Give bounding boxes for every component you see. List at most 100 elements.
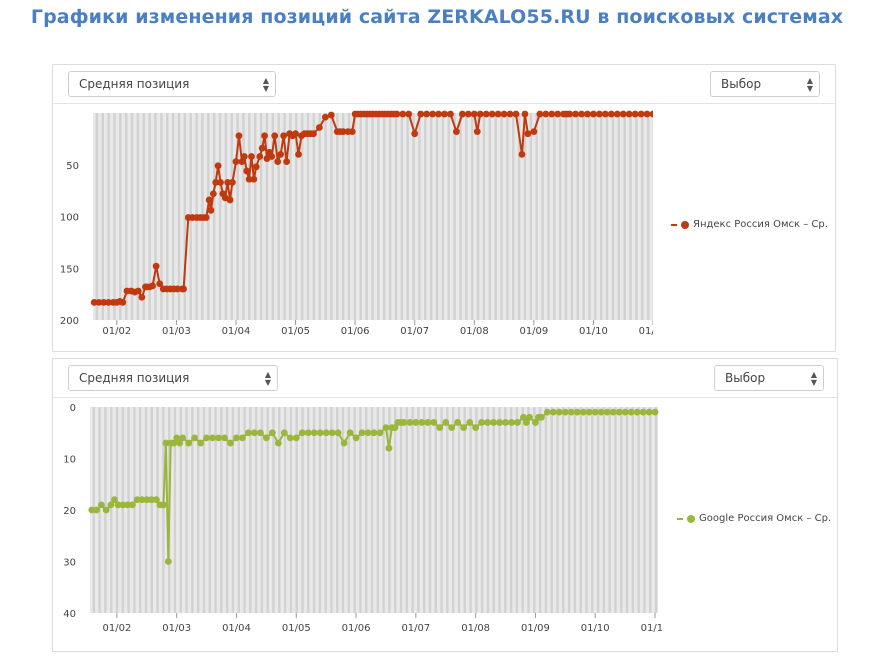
data-point[interactable] [250, 175, 258, 183]
data-point[interactable] [358, 429, 366, 437]
data-point[interactable] [238, 158, 246, 166]
data-point[interactable] [170, 439, 178, 447]
metric-select[interactable]: Средняя позиция ▲ ▼ [68, 365, 278, 391]
data-point[interactable] [406, 419, 414, 426]
data-point[interactable] [119, 501, 127, 509]
data-point[interactable] [549, 408, 557, 416]
data-point[interactable] [476, 110, 484, 118]
data-point[interactable] [399, 110, 407, 118]
data-point[interactable] [229, 178, 236, 186]
data-point[interactable] [464, 110, 472, 118]
data-point[interactable] [304, 429, 312, 437]
data-point[interactable] [494, 110, 502, 118]
data-point[interactable] [119, 299, 127, 306]
data-point[interactable] [268, 429, 276, 437]
data-point[interactable] [572, 110, 579, 118]
data-point[interactable] [160, 501, 167, 509]
data-point[interactable] [502, 419, 509, 426]
data-point[interactable] [548, 110, 556, 118]
data-point[interactable] [162, 439, 170, 447]
data-point[interactable] [152, 262, 160, 270]
data-point[interactable] [340, 439, 348, 447]
data-point[interactable] [251, 429, 258, 437]
data-point[interactable] [393, 110, 401, 118]
data-point[interactable] [207, 206, 215, 214]
data-point[interactable] [185, 439, 193, 447]
data-point[interactable] [90, 299, 98, 306]
data-point[interactable] [176, 439, 184, 447]
data-point[interactable] [536, 110, 544, 118]
data-point[interactable] [197, 439, 205, 447]
data-point[interactable] [429, 110, 436, 118]
data-point[interactable] [133, 496, 141, 504]
data-point[interactable] [473, 128, 481, 136]
data-point[interactable] [232, 158, 240, 166]
data-point[interactable] [322, 429, 330, 437]
data-point[interactable] [93, 506, 100, 514]
data-point[interactable] [221, 434, 228, 442]
data-point[interactable] [400, 419, 408, 426]
data-point[interactable] [424, 419, 432, 426]
data-point[interactable] [508, 419, 515, 426]
data-point[interactable] [584, 110, 591, 118]
data-point[interactable] [460, 424, 468, 431]
data-point[interactable] [179, 434, 187, 442]
data-point[interactable] [442, 419, 450, 426]
data-point[interactable] [310, 130, 317, 138]
data-point[interactable] [364, 429, 372, 437]
data-point[interactable] [274, 158, 282, 166]
data-point[interactable] [209, 434, 216, 442]
data-point[interactable] [111, 496, 118, 504]
data-point[interactable] [248, 153, 255, 160]
data-point[interactable] [205, 196, 213, 204]
data-point[interactable] [538, 413, 545, 421]
choice-select[interactable]: Выбор ▲ ▼ [714, 365, 824, 391]
data-point[interactable] [454, 419, 462, 426]
data-point[interactable] [423, 110, 431, 118]
data-point[interactable] [271, 132, 279, 140]
data-point[interactable] [174, 285, 181, 293]
data-point[interactable] [643, 110, 651, 118]
data-point[interactable] [149, 282, 156, 290]
data-point[interactable] [298, 429, 306, 437]
data-point[interactable] [295, 151, 302, 158]
data-point[interactable] [352, 434, 360, 442]
data-point[interactable] [102, 506, 110, 514]
data-point[interactable] [526, 413, 533, 421]
data-point[interactable] [567, 408, 575, 416]
data-point[interactable] [310, 429, 318, 437]
data-point[interactable] [95, 299, 103, 306]
data-point[interactable] [203, 434, 210, 442]
data-point[interactable] [202, 214, 210, 221]
data-point[interactable] [532, 419, 539, 426]
data-point[interactable] [274, 439, 282, 447]
data-point[interactable] [561, 408, 569, 416]
data-point[interactable] [164, 558, 172, 565]
data-point[interactable] [243, 167, 251, 175]
data-point[interactable] [542, 110, 550, 118]
data-point[interactable] [521, 110, 529, 118]
data-point[interactable] [138, 293, 146, 301]
data-point[interactable] [258, 144, 266, 152]
data-point[interactable] [411, 130, 419, 138]
data-point[interactable] [578, 110, 585, 118]
data-point[interactable] [524, 130, 532, 138]
data-point[interactable] [512, 110, 520, 118]
data-point[interactable] [107, 501, 115, 509]
data-point[interactable] [418, 419, 426, 426]
data-point[interactable] [283, 158, 291, 166]
data-point[interactable] [430, 419, 438, 426]
data-point[interactable] [152, 496, 160, 504]
data-point[interactable] [506, 110, 514, 118]
data-point[interactable] [603, 408, 611, 416]
data-point[interactable] [518, 151, 526, 158]
data-point[interactable] [482, 110, 490, 118]
data-point[interactable] [173, 434, 181, 442]
data-point[interactable] [500, 110, 508, 118]
data-point[interactable] [256, 153, 264, 160]
data-point[interactable] [262, 434, 270, 442]
choice-select[interactable]: Выбор ▲ ▼ [710, 71, 820, 97]
data-point[interactable] [191, 434, 199, 442]
data-point[interactable] [209, 190, 217, 198]
data-point[interactable] [280, 132, 288, 140]
